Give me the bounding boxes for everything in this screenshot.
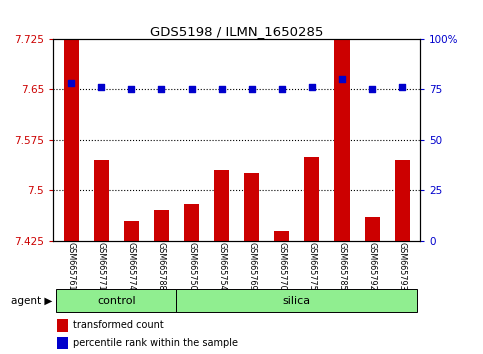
Bar	[124, 221, 139, 241]
Bar	[57, 337, 68, 349]
Text: GSM665792: GSM665792	[368, 242, 377, 291]
Text: GSM665769: GSM665769	[247, 242, 256, 291]
Text: GSM665785: GSM665785	[338, 242, 346, 291]
Text: GSM665793: GSM665793	[398, 242, 407, 291]
Text: agent ▶: agent ▶	[11, 296, 53, 306]
Text: GSM665774: GSM665774	[127, 242, 136, 291]
Title: GDS5198 / ILMN_1650285: GDS5198 / ILMN_1650285	[150, 25, 323, 38]
Point	[278, 87, 285, 92]
Point	[128, 87, 135, 92]
Point	[368, 87, 376, 92]
Text: GSM665770: GSM665770	[277, 242, 286, 291]
Bar	[334, 39, 350, 241]
Point	[157, 87, 165, 92]
Point	[67, 80, 75, 86]
Bar	[176, 289, 417, 312]
Bar	[94, 160, 109, 241]
Bar	[395, 160, 410, 241]
Bar	[184, 204, 199, 241]
Point	[248, 87, 256, 92]
Bar	[244, 173, 259, 241]
Text: GSM665754: GSM665754	[217, 242, 226, 291]
Text: percentile rank within the sample: percentile rank within the sample	[73, 338, 238, 348]
Point	[188, 87, 196, 92]
Bar	[56, 289, 176, 312]
Bar	[154, 210, 169, 241]
Point	[308, 85, 316, 90]
Bar	[365, 217, 380, 241]
Point	[98, 85, 105, 90]
Text: GSM665771: GSM665771	[97, 242, 106, 291]
Bar	[57, 319, 68, 332]
Text: control: control	[97, 296, 136, 306]
Bar	[304, 156, 319, 241]
Text: GSM665761: GSM665761	[67, 242, 76, 291]
Point	[218, 87, 226, 92]
Bar	[214, 170, 229, 241]
Point	[338, 76, 346, 82]
Text: GSM665750: GSM665750	[187, 242, 196, 291]
Text: GSM665775: GSM665775	[307, 242, 316, 291]
Text: GSM665788: GSM665788	[157, 242, 166, 291]
Text: transformed count: transformed count	[73, 320, 164, 330]
Point	[398, 85, 406, 90]
Text: silica: silica	[283, 296, 311, 306]
Bar	[274, 230, 289, 241]
Bar	[64, 39, 79, 241]
